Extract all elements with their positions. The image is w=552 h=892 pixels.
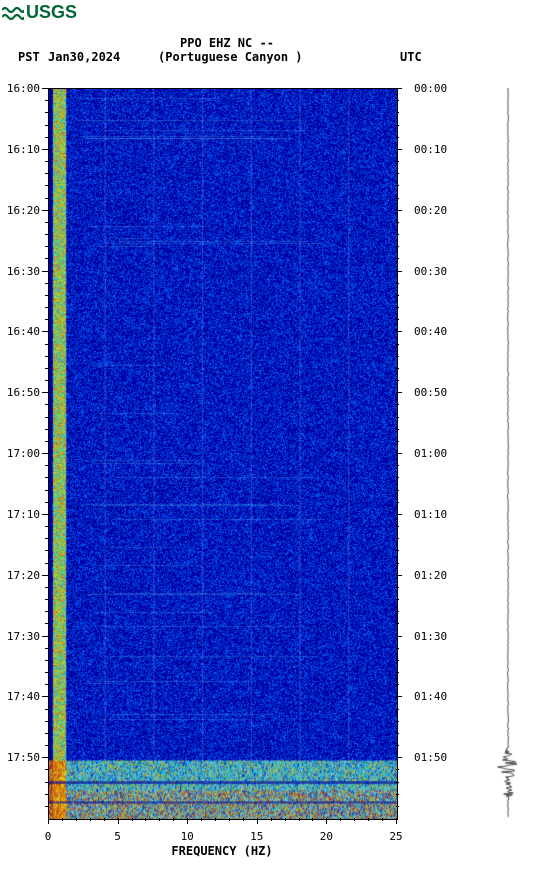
tz-left: PST xyxy=(18,50,40,64)
freq-tick-label: 10 xyxy=(181,830,194,843)
pst-time-label: 16:10 xyxy=(7,143,40,156)
pst-time-label: 17:10 xyxy=(7,508,40,521)
utc-time-label: 00:20 xyxy=(414,204,447,217)
pst-time-label: 17:40 xyxy=(7,690,40,703)
utc-time-label: 00:40 xyxy=(414,325,447,338)
spectrogram-canvas xyxy=(49,89,397,819)
utc-time-label: 01:50 xyxy=(414,751,447,764)
pst-time-label: 17:00 xyxy=(7,447,40,460)
seismogram-canvas xyxy=(480,88,536,818)
pst-time-label: 16:30 xyxy=(7,265,40,278)
y-axis-left: 16:0016:1016:2016:3016:4016:5017:0017:10… xyxy=(0,88,48,818)
utc-time-label: 01:30 xyxy=(414,630,447,643)
pst-time-label: 16:40 xyxy=(7,325,40,338)
tz-right: UTC xyxy=(400,50,422,64)
utc-time-label: 00:10 xyxy=(414,143,447,156)
freq-tick-label: 15 xyxy=(250,830,263,843)
freq-tick-label: 0 xyxy=(45,830,52,843)
utc-time-label: 01:00 xyxy=(414,447,447,460)
utc-time-label: 01:20 xyxy=(414,569,447,582)
station-id: PPO EHZ NC -- xyxy=(180,36,274,50)
x-axis: FREQUENCY (HZ) 0510152025 xyxy=(48,818,396,858)
x-axis-label: FREQUENCY (HZ) xyxy=(171,844,272,858)
freq-tick-label: 25 xyxy=(389,830,402,843)
utc-time-label: 00:30 xyxy=(414,265,447,278)
logo-text: USGS xyxy=(26,2,77,23)
pst-time-label: 17:30 xyxy=(7,630,40,643)
utc-time-label: 00:00 xyxy=(414,82,447,95)
pst-time-label: 17:50 xyxy=(7,751,40,764)
pst-time-label: 17:20 xyxy=(7,569,40,582)
pst-time-label: 16:20 xyxy=(7,204,40,217)
utc-time-label: 00:50 xyxy=(414,386,447,399)
pst-time-label: 16:50 xyxy=(7,386,40,399)
y-axis-right: 00:0000:1000:2000:3000:4000:5001:0001:10… xyxy=(396,88,456,818)
spectrogram-plot xyxy=(48,88,398,820)
wave-icon xyxy=(2,4,24,22)
seismogram-trace xyxy=(480,88,536,818)
utc-time-label: 01:40 xyxy=(414,690,447,703)
usgs-logo: USGS xyxy=(2,2,77,23)
freq-tick-label: 20 xyxy=(320,830,333,843)
pst-time-label: 16:00 xyxy=(7,82,40,95)
utc-time-label: 01:10 xyxy=(414,508,447,521)
date: Jan30,2024 xyxy=(48,50,120,64)
location: (Portuguese Canyon ) xyxy=(158,50,303,64)
freq-tick-label: 5 xyxy=(114,830,121,843)
